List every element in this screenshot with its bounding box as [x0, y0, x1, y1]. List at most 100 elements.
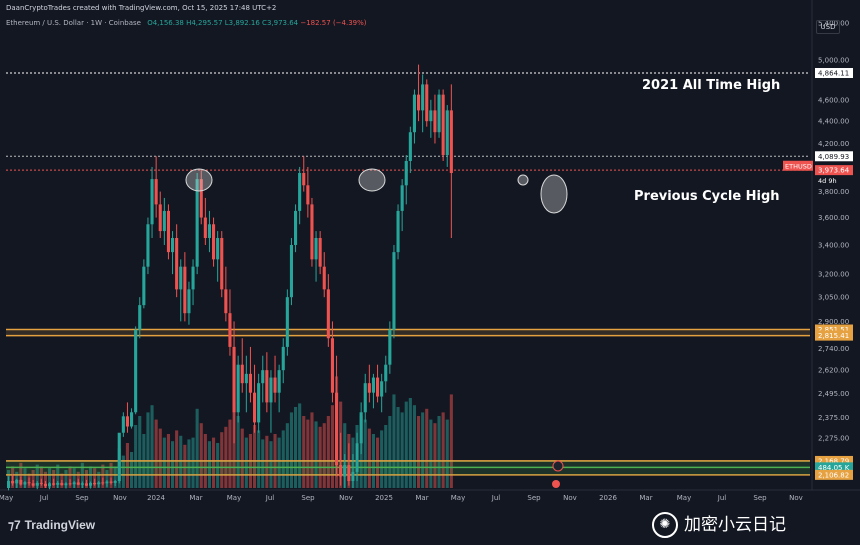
price-tick-label: 5,000.00 — [818, 56, 849, 64]
volume-bar — [56, 464, 60, 488]
symbol-name[interactable]: Ethereum / U.S. Dollar · 1W · Coinbase — [6, 19, 141, 27]
volume-bar — [445, 419, 449, 488]
volume-bar — [43, 471, 47, 488]
candle-body — [146, 224, 150, 267]
candle-body — [339, 465, 343, 477]
candle-body — [306, 185, 310, 205]
price-tick-label: 4,200.00 — [818, 140, 849, 148]
candle-body — [101, 482, 105, 484]
candle-body — [27, 482, 31, 484]
candle-body — [359, 412, 363, 444]
price-tick-label: 2,900.00 — [818, 318, 849, 326]
time-tick-label: May — [451, 494, 465, 502]
candle-body — [322, 266, 326, 290]
time-tick-label: Jul — [717, 494, 727, 502]
candle-body — [212, 224, 216, 260]
time-tick-label: 2024 — [147, 494, 165, 502]
price-label-box — [815, 68, 853, 79]
volume-bar — [294, 407, 298, 488]
volume-bar — [302, 416, 306, 488]
watermark-text: 加密小云日记 — [684, 515, 786, 535]
candle-body — [302, 172, 306, 186]
volume-bar — [314, 421, 318, 488]
price-tick-label: 2,495.00 — [818, 390, 849, 398]
price-label-box — [815, 455, 853, 466]
volume-bar — [130, 452, 134, 488]
candle-body — [15, 479, 19, 484]
candle-body — [52, 483, 56, 485]
volume-bar — [39, 466, 43, 488]
price-axis-labels: 5,400.00 5,000.00 4,600.00 4,400.00 4,200.00… — [818, 19, 849, 442]
candle-body — [39, 482, 43, 484]
candle-body — [355, 443, 359, 472]
volume-bar — [183, 444, 187, 488]
volume-bar — [23, 468, 27, 488]
candle-body — [191, 266, 195, 290]
candle-body — [384, 364, 388, 382]
volume-bar — [310, 412, 314, 488]
volume-bar — [232, 401, 236, 488]
candle-body — [93, 482, 97, 485]
price-tick-label: 2,740.00 — [818, 345, 849, 353]
volume-bar — [367, 428, 371, 488]
candle-body — [240, 364, 244, 384]
volume-bar — [195, 408, 199, 488]
volume-bar — [412, 405, 416, 488]
candle-body — [11, 481, 15, 484]
volume-bar — [326, 416, 330, 488]
volume-bar — [199, 423, 203, 488]
time-tick-label: Sep — [301, 494, 315, 502]
candle-body — [371, 377, 375, 393]
volume-bar — [240, 428, 244, 488]
candle-body — [388, 329, 392, 365]
wechat-icon: ✺ — [652, 512, 678, 538]
time-tick-label: Jul — [39, 494, 49, 502]
candle-body — [109, 481, 113, 483]
candle-body — [117, 432, 121, 482]
volume-bar — [121, 455, 125, 488]
candle-body — [125, 416, 129, 427]
volume-bar — [175, 430, 179, 488]
candle-body — [187, 289, 191, 314]
tradingview-logo[interactable]: ⁊7 TradingView — [8, 518, 95, 532]
currency-button[interactable]: USD — [816, 20, 840, 34]
symbol-tag-box — [783, 160, 813, 171]
volume-bar — [179, 435, 183, 488]
candle-body — [64, 483, 68, 486]
price-label-box — [815, 469, 853, 480]
highlight-circle-current — [540, 174, 568, 214]
candle-body — [265, 370, 269, 403]
price-level-labels: 4,864.11 4,089.93 3,973.64 2,851.512,815.41… — [783, 68, 853, 480]
candle-body — [150, 179, 154, 225]
price-change: −182.57 (−4.39%) — [300, 19, 367, 27]
candle-body — [19, 479, 23, 485]
candle-body — [285, 297, 289, 347]
volume-bar — [212, 437, 216, 488]
candle-body — [179, 266, 183, 290]
volume-bar — [68, 466, 72, 488]
price-tick-label: 3,200.00 — [818, 271, 849, 279]
volume-bar — [392, 394, 396, 488]
volume-bar — [220, 432, 224, 488]
volume-bar — [48, 468, 52, 488]
candle-body — [207, 224, 211, 238]
candle-body — [412, 94, 416, 133]
candle-body — [43, 483, 47, 487]
candle-body — [363, 383, 367, 413]
time-tick-label: Sep — [527, 494, 541, 502]
candle-body — [195, 179, 199, 267]
annotation-ath: 2021 All Time High — [642, 78, 781, 93]
candle-body — [273, 377, 277, 393]
volume-bar — [171, 441, 175, 488]
volume-bar — [72, 468, 76, 488]
price-tick-label: 2,620.00 — [818, 367, 849, 375]
candle-body — [244, 373, 248, 384]
candle-body — [326, 289, 330, 339]
ohlc-values: O4,156.38 H4,295.57 L3,892.16 C3,973.64 — [147, 19, 299, 27]
volume-bar — [277, 437, 281, 488]
volume-bar — [64, 470, 68, 488]
volume-bar — [236, 416, 240, 488]
volume-bar — [330, 405, 334, 488]
candle-body — [216, 237, 220, 260]
